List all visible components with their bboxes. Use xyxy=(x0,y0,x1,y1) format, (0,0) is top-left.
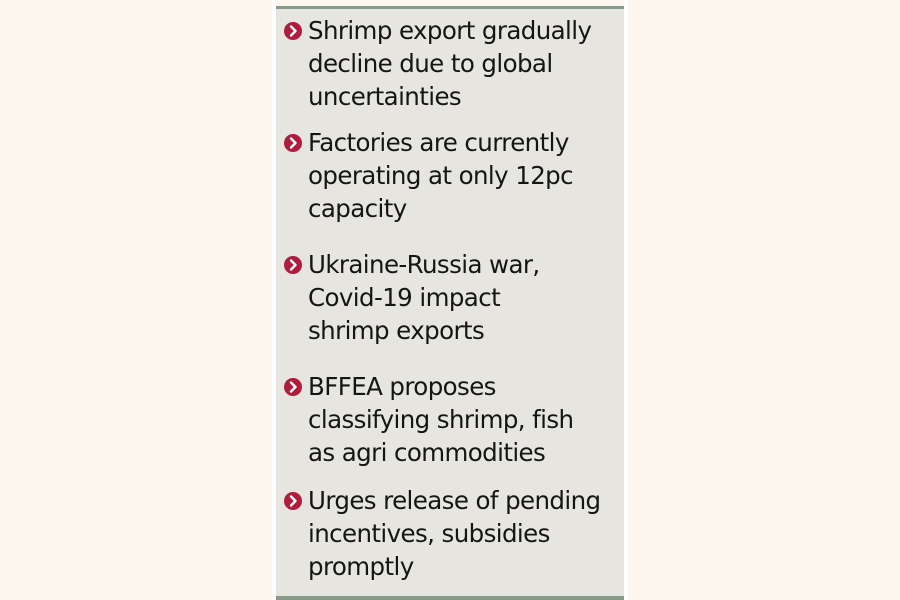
bullet-item-text: Factories are currently operating at onl… xyxy=(308,128,574,223)
top-rule xyxy=(276,6,624,9)
bullet-item-text: Ukraine-Russia war, Covid-19 impact shri… xyxy=(308,250,540,345)
chevron-right-bullet-icon xyxy=(284,22,302,40)
bullet-item-1: Shrimp export gradually decline due to g… xyxy=(284,14,620,113)
bullet-item-4: BFFEA proposes classifying shrimp, fish … xyxy=(284,370,620,469)
bottom-rule xyxy=(276,596,624,600)
chevron-right-bullet-icon xyxy=(284,256,302,274)
bullet-item-2: Factories are currently operating at onl… xyxy=(284,126,620,225)
highlights-panel: Shrimp export gradually decline due to g… xyxy=(276,6,624,600)
left-margin-strip xyxy=(272,0,276,600)
right-margin-strip xyxy=(624,0,628,600)
chevron-right-bullet-icon xyxy=(284,492,302,510)
bullet-item-text: Shrimp export gradually decline due to g… xyxy=(308,16,592,111)
chevron-right-bullet-icon xyxy=(284,378,302,396)
bullet-item-5: Urges release of pending incentives, sub… xyxy=(284,484,620,583)
chevron-right-bullet-icon xyxy=(284,134,302,152)
bullet-item-3: Ukraine-Russia war, Covid-19 impact shri… xyxy=(284,248,620,347)
bullet-item-text: Urges release of pending incentives, sub… xyxy=(308,486,601,581)
bullet-item-text: BFFEA proposes classifying shrimp, fish … xyxy=(308,372,574,467)
